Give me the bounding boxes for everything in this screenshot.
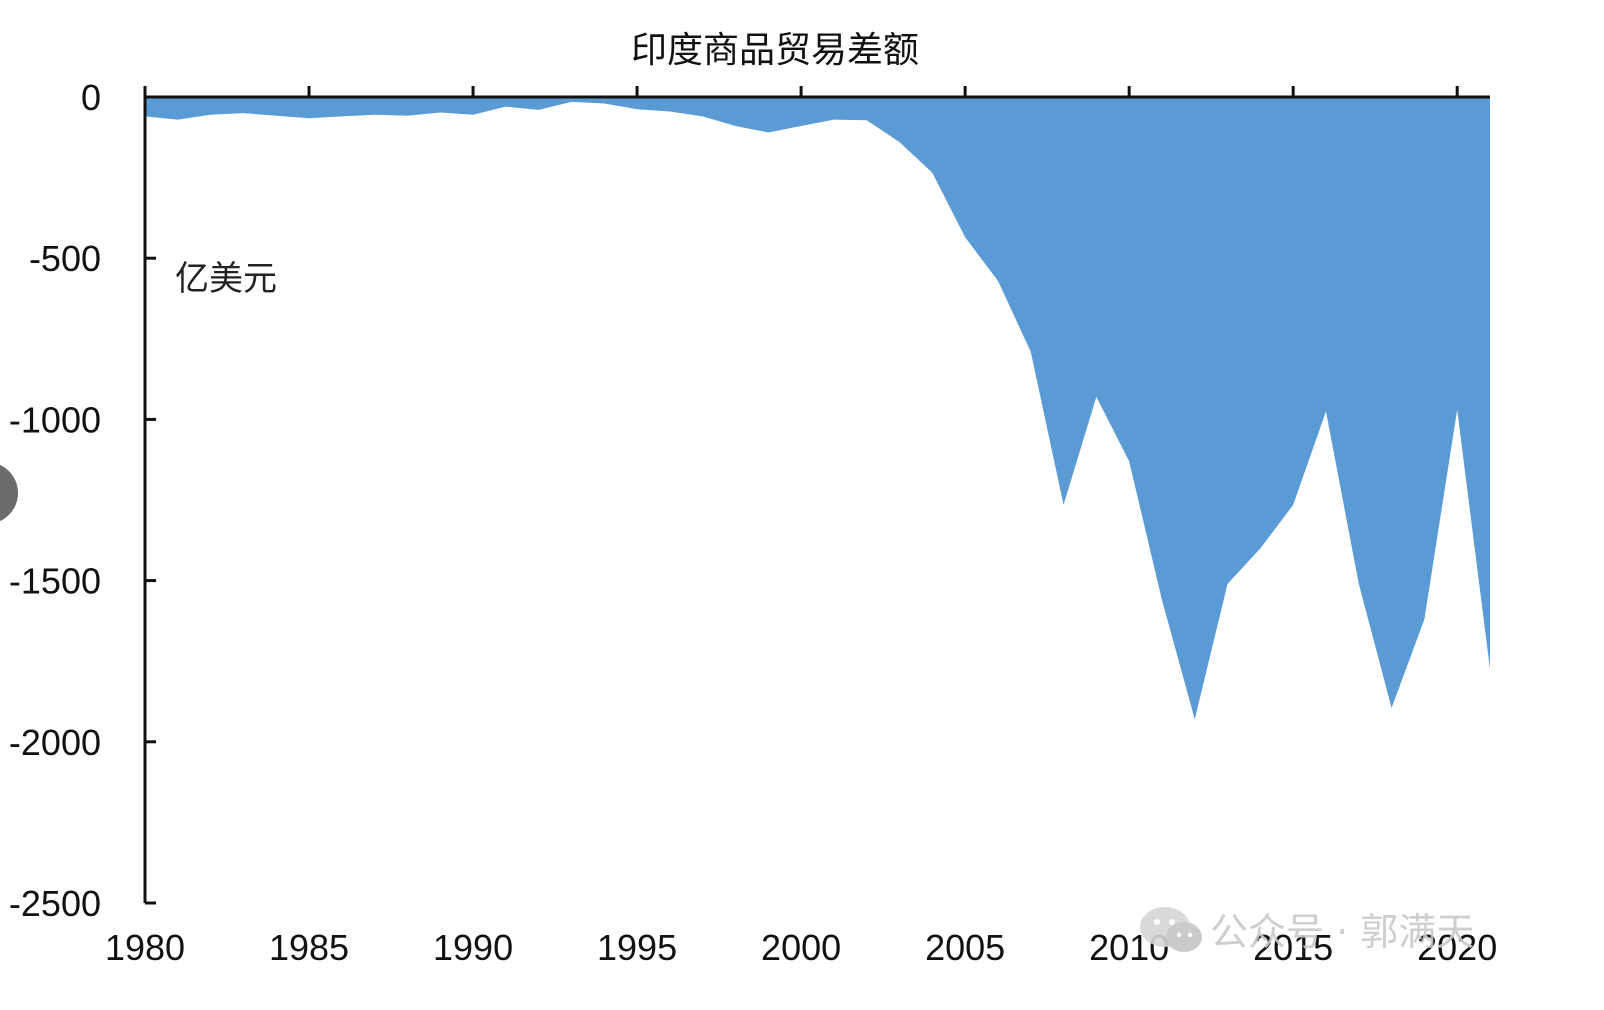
chart-title: 印度商品贸易差额 xyxy=(631,30,919,71)
y-tick-label: -2000 xyxy=(9,722,101,763)
x-tick-label: 1990 xyxy=(433,927,513,968)
x-tick-label: 2005 xyxy=(925,927,1005,968)
trade-balance-area xyxy=(145,97,1490,720)
y-tick-label: -1000 xyxy=(9,399,101,440)
watermark: 公众号 · 郭满天 xyxy=(1140,907,1474,954)
y-tick-label: -1500 xyxy=(9,561,101,602)
x-axis-ticks: 1980 1985 1990 1995 2000 2005 2010 2015 2020 xyxy=(105,86,1497,968)
y-tick-label: -2500 xyxy=(9,883,101,924)
x-tick-label: 1980 xyxy=(105,927,185,968)
y-tick-label: 0 xyxy=(81,77,101,118)
axes xyxy=(143,95,1490,903)
x-tick-label: 1995 xyxy=(597,927,677,968)
unit-label: 亿美元 xyxy=(175,259,277,299)
x-tick-label: 1985 xyxy=(269,927,349,968)
wechat-icon xyxy=(1140,907,1202,952)
x-tick-label: 2000 xyxy=(761,927,841,968)
x-tick-label: 2015 xyxy=(1253,927,1333,968)
x-tick-label: 2020 xyxy=(1417,927,1497,968)
y-tick-label: -500 xyxy=(29,238,101,279)
watermark-text: 公众号 · 郭满天 xyxy=(1210,910,1474,954)
y-axis-ticks: 0 -500 -1000 -1500 -2000 -2500 xyxy=(9,77,156,924)
side-scroll-handle[interactable] xyxy=(0,462,18,524)
plot-area xyxy=(145,97,1490,720)
